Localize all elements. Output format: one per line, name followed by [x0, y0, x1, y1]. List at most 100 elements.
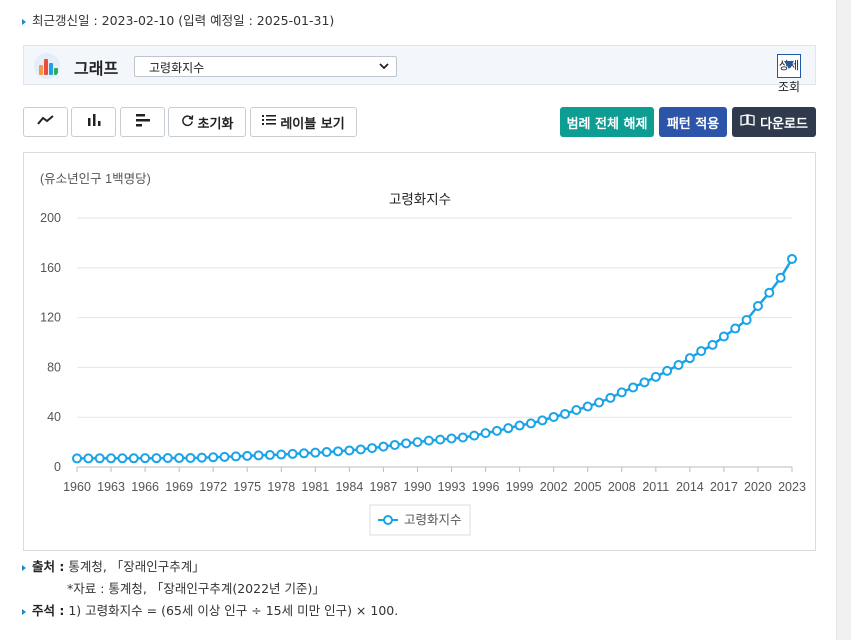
- horizontal-bar-chart-button[interactable]: [120, 107, 165, 137]
- data-point: [287, 448, 298, 459]
- data-point: [298, 448, 309, 459]
- data-point: [321, 447, 332, 458]
- data-point: [162, 453, 173, 464]
- label-view-button[interactable]: 레이블 보기: [250, 107, 357, 137]
- y-tick-label: 80: [47, 360, 61, 374]
- data-point: [412, 437, 423, 448]
- data-point: [174, 453, 185, 464]
- y-tick-label: 40: [47, 410, 61, 424]
- x-tick-label: 2002: [540, 480, 568, 494]
- y-tick-label: 200: [40, 211, 61, 225]
- data-point: [503, 423, 514, 434]
- x-tick-label: 1996: [472, 480, 500, 494]
- data-point: [140, 453, 151, 464]
- data-point: [673, 360, 684, 371]
- x-tick-label: 2017: [710, 480, 738, 494]
- data-point: [151, 453, 162, 464]
- data-point: [106, 453, 117, 464]
- data-point: [616, 387, 627, 398]
- source-text: 통계청, 「장래인구추계」: [68, 559, 205, 574]
- data-point: [196, 452, 207, 463]
- refresh-icon: [181, 114, 194, 131]
- source-sub-note: *자료 : 통계청, 「장래인구추계(2022년 기준)」: [67, 581, 325, 596]
- data-point: [128, 453, 139, 464]
- data-point: [83, 453, 94, 464]
- label-view-label: 레이블 보기: [280, 116, 345, 132]
- data-point: [310, 447, 321, 458]
- data-point: [594, 397, 605, 408]
- data-point: [208, 452, 219, 463]
- pattern-apply-label: 패턴 적용: [666, 116, 720, 132]
- data-point: [662, 365, 673, 376]
- x-tick-label: 1960: [63, 480, 91, 494]
- data-point: [764, 287, 775, 298]
- data-point: [628, 382, 639, 393]
- data-point: [242, 450, 253, 461]
- x-tick-label: 2008: [608, 480, 636, 494]
- data-point: [253, 450, 264, 461]
- reset-button[interactable]: 초기화: [168, 107, 246, 137]
- data-point: [480, 428, 491, 439]
- bar-chart-logo-icon: [34, 53, 60, 79]
- graph-title: 그래프: [74, 59, 119, 78]
- detail-marker-icon: [784, 61, 794, 69]
- data-point: [775, 272, 786, 283]
- chart-title: 고령화지수: [389, 192, 451, 207]
- data-point: [401, 438, 412, 449]
- x-tick-label: 1966: [131, 480, 159, 494]
- list-icon: [262, 114, 277, 130]
- data-point: [435, 434, 446, 445]
- data-point: [457, 432, 468, 443]
- reset-label: 초기화: [197, 116, 234, 132]
- detail-view-button[interactable]: 상세: [777, 54, 801, 78]
- data-point: [639, 377, 650, 388]
- data-point: [650, 371, 661, 382]
- footnote-label: 주석 :: [32, 603, 65, 618]
- data-point: [684, 353, 695, 364]
- data-point: [537, 415, 548, 426]
- pattern-apply-button[interactable]: 패턴 적용: [659, 107, 727, 137]
- update-info: 최근갱신일 : 2023-02-10 (입력 예정일 : 2025-01-31): [22, 10, 334, 29]
- data-point: [548, 411, 559, 422]
- data-point: [333, 446, 344, 457]
- series-line-aging-index: [77, 258, 794, 460]
- bullet-icon: [22, 18, 26, 25]
- data-point: [469, 430, 480, 441]
- data-point: [276, 449, 287, 460]
- y-tick-label: 0: [54, 460, 61, 474]
- data-point: [787, 253, 797, 264]
- data-point: [718, 331, 729, 342]
- legend-item-label: 고령화지수: [404, 513, 462, 527]
- data-point: [185, 453, 196, 464]
- data-point: [696, 346, 707, 357]
- line-chart-button[interactable]: [23, 107, 68, 137]
- indicator-select[interactable]: 고령화지수: [134, 56, 397, 77]
- footnote: 주석 : 1) 고령화지수 = (65세 이상 인구 ÷ 15세 미만 인구) …: [22, 600, 398, 619]
- download-button[interactable]: 다운로드: [732, 107, 816, 137]
- data-point: [741, 314, 752, 325]
- data-point: [525, 418, 536, 429]
- data-point: [264, 450, 275, 461]
- update-info-text: 최근갱신일 : 2023-02-10 (입력 예정일 : 2025-01-31): [32, 13, 335, 28]
- chart-unit-label: (유소년인구 1백명당): [40, 172, 151, 186]
- legend-clear-button[interactable]: 범례 전체 해제: [560, 107, 654, 137]
- source-note: 출처 : 통계청, 「장래인구추계」: [22, 556, 205, 575]
- data-point: [571, 404, 582, 415]
- x-tick-label: 2014: [676, 480, 704, 494]
- data-point: [72, 453, 82, 464]
- x-tick-label: 1963: [97, 480, 125, 494]
- bar-chart-button[interactable]: [71, 107, 116, 137]
- page-scrollbar[interactable]: [836, 0, 851, 640]
- x-tick-label: 1990: [404, 480, 432, 494]
- footnote-text: 1) 고령화지수 = (65세 이상 인구 ÷ 15세 미만 인구) × 100…: [68, 603, 399, 618]
- y-tick-label: 160: [40, 261, 61, 275]
- data-point: [344, 445, 355, 456]
- data-point: [423, 435, 434, 446]
- x-tick-label: 1987: [370, 480, 398, 494]
- data-point: [94, 453, 105, 464]
- download-label: 다운로드: [760, 116, 808, 132]
- x-tick-label: 2020: [744, 480, 772, 494]
- x-tick-label: 1972: [199, 480, 227, 494]
- data-point: [355, 444, 366, 455]
- line-chart-icon: [36, 114, 55, 130]
